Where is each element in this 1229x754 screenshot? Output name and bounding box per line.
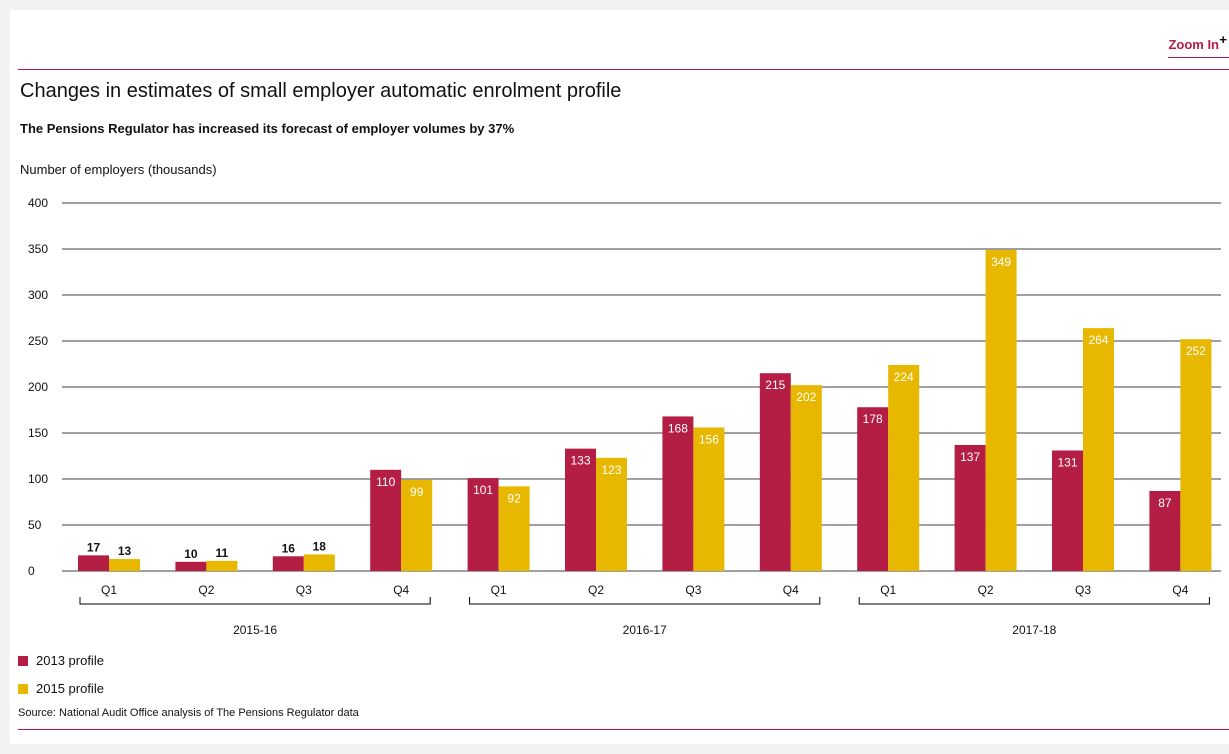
chart-card: Zoom In +: [10, 10, 1229, 744]
x-tick-label: Q3: [1075, 583, 1091, 597]
data-label: 264: [1088, 333, 1108, 347]
bar: [888, 364, 920, 571]
plus-icon: +: [1219, 32, 1227, 47]
x-tick-label: Q1: [101, 583, 117, 597]
data-label: 131: [1057, 455, 1077, 469]
zoom-in-button[interactable]: Zoom In +: [1168, 32, 1229, 58]
data-label: 16: [282, 541, 296, 555]
data-label: 224: [894, 370, 914, 384]
data-label: 18: [313, 539, 327, 553]
bar: [175, 561, 207, 571]
data-label: 137: [960, 450, 980, 464]
data-label: 99: [410, 485, 424, 499]
data-label: 101: [473, 483, 493, 497]
data-label: 87: [1158, 496, 1172, 510]
x-tick-label: Q4: [393, 583, 409, 597]
bar: [1052, 450, 1083, 571]
y-tick-label: 200: [28, 380, 48, 394]
group-label: 2017-18: [1012, 623, 1056, 637]
bar: [1083, 328, 1114, 571]
data-label: 10: [184, 547, 198, 561]
bar: [662, 416, 694, 571]
data-label: 252: [1186, 344, 1206, 358]
group-bracket: [79, 597, 431, 605]
bar: [693, 427, 725, 571]
top-divider: [18, 69, 1229, 70]
bar: [370, 469, 402, 571]
bar: [206, 560, 238, 571]
legend-label-2013: 2013 profile: [36, 653, 104, 668]
zoom-in-label: Zoom In: [1168, 37, 1219, 52]
x-tick-label: Q3: [296, 583, 312, 597]
group-bracket: [469, 597, 821, 605]
legend-swatch-2013: [18, 656, 28, 666]
bar: [985, 249, 1017, 572]
data-label: 17: [87, 540, 101, 554]
source-note: Source: National Audit Office analysis o…: [18, 707, 359, 719]
data-label: 133: [570, 454, 590, 468]
bar: [790, 385, 822, 571]
x-tick-label: Q1: [880, 583, 896, 597]
bar: [596, 457, 627, 571]
y-tick-label: 250: [28, 334, 48, 348]
x-tick-label: Q2: [978, 583, 994, 597]
x-tick-label: Q1: [491, 583, 507, 597]
y-tick-label: 100: [28, 472, 48, 486]
data-label: 156: [699, 432, 719, 446]
bar: [109, 559, 140, 571]
bottom-divider: [18, 729, 1229, 730]
data-label: 123: [601, 463, 621, 477]
bar: [565, 448, 596, 571]
bar: [78, 555, 109, 571]
legend-label-2015: 2015 profile: [36, 681, 104, 696]
bar: [272, 556, 304, 571]
y-tick-label: 400: [28, 196, 48, 210]
bar: [401, 479, 433, 571]
group-label: 2016-17: [623, 623, 667, 637]
x-tick-label: Q4: [1172, 583, 1188, 597]
chart-subtitle: The Pensions Regulator has increased its…: [20, 121, 515, 136]
bar: [303, 554, 335, 571]
x-tick-label: Q2: [198, 583, 214, 597]
bar: [1149, 490, 1181, 571]
y-tick-label: 150: [28, 426, 48, 440]
data-label: 92: [507, 491, 521, 505]
y-tick-label: 300: [28, 288, 48, 302]
legend-swatch-2015: [18, 684, 28, 694]
y-tick-label: 350: [28, 242, 48, 256]
data-label: 110: [376, 475, 395, 489]
y-axis-label: Number of employers (thousands): [20, 162, 217, 177]
bar: [759, 373, 791, 571]
bar: [467, 478, 499, 571]
x-tick-label: Q3: [685, 583, 701, 597]
chart-title: Changes in estimates of small employer a…: [20, 80, 622, 102]
x-tick-label: Q2: [588, 583, 604, 597]
data-label: 168: [668, 421, 688, 435]
bar: [1180, 339, 1212, 571]
data-label: 13: [118, 544, 132, 558]
bar: [954, 444, 986, 571]
bar: [498, 486, 530, 571]
y-tick-label: 0: [28, 564, 35, 578]
data-label: 349: [991, 255, 1011, 269]
y-tick-label: 50: [28, 518, 42, 532]
x-tick-label: Q4: [783, 583, 799, 597]
bar: [857, 407, 889, 571]
group-bracket: [858, 597, 1210, 605]
data-label: 11: [216, 546, 229, 560]
data-label: 202: [796, 390, 816, 404]
data-label: 215: [765, 378, 785, 392]
data-label: 178: [863, 412, 883, 426]
group-label: 2015-16: [233, 623, 277, 637]
